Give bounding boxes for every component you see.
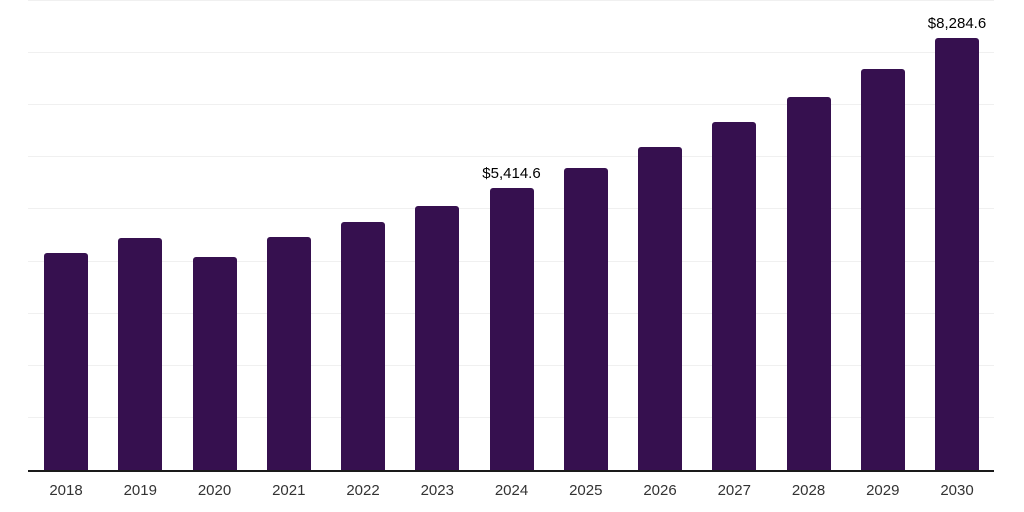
x-tick-label-2027: 2027 xyxy=(717,482,751,499)
bar-2018 xyxy=(44,253,88,470)
x-tick-label-2029: 2029 xyxy=(866,482,900,499)
gridline-8000 xyxy=(28,52,994,54)
bar-2028 xyxy=(786,97,831,470)
x-tick-label-2018: 2018 xyxy=(49,482,83,499)
bar-value-label-2030: $8,284.6 xyxy=(927,15,987,33)
x-tick-label-2028: 2028 xyxy=(791,482,826,499)
x-tick-label-2024: 2024 xyxy=(494,482,529,499)
bar-2023 xyxy=(415,205,460,470)
bar-2025 xyxy=(563,168,608,470)
bar-2024 xyxy=(489,187,534,470)
x-axis-tick-labels: 2018 2019 2020 2021 2022 2023 2024 2025 2026 2027… xyxy=(28,483,994,503)
gridline-7000 xyxy=(28,104,994,106)
x-tick-label-2023: 2023 xyxy=(420,482,454,499)
bar-2029 xyxy=(860,69,905,470)
x-tick-label-2030: 2030 xyxy=(940,482,974,499)
gridline-6000 xyxy=(28,156,994,158)
x-tick-label-2025: 2025 xyxy=(569,482,603,499)
x-tick-label-2022: 2022 xyxy=(346,482,380,499)
x-axis-line xyxy=(28,470,994,472)
plot-area: $5,414.6 $8,284.6 xyxy=(28,0,994,472)
bar-2030 xyxy=(935,38,979,470)
bar-2021 xyxy=(266,236,311,470)
bar-2019 xyxy=(118,237,163,470)
x-tick-label-2020: 2020 xyxy=(197,482,232,499)
x-tick-label-2019: 2019 xyxy=(123,482,157,499)
x-tick-label-2021: 2021 xyxy=(272,482,306,499)
bar-2027 xyxy=(712,122,757,470)
bar-2022 xyxy=(341,221,385,470)
bar-value-label-2024: $5,414.6 xyxy=(482,164,541,182)
gridline-9000 xyxy=(28,0,994,1)
bar-2020 xyxy=(192,257,237,470)
x-tick-label-2026: 2026 xyxy=(643,482,677,499)
bar-2026 xyxy=(638,147,682,470)
